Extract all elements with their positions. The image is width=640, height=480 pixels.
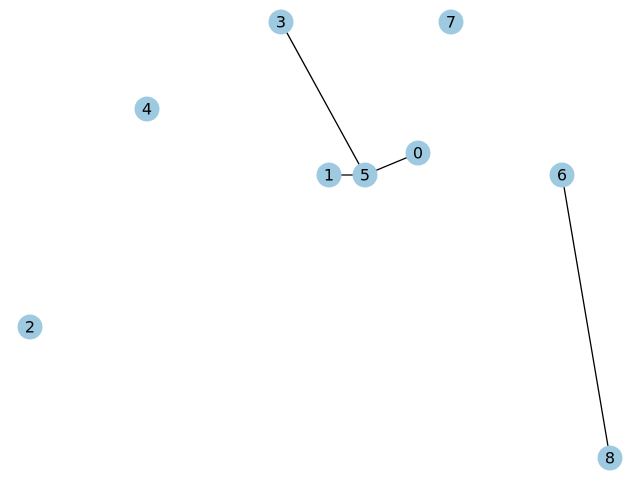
- node-circle: [17, 314, 43, 340]
- node-5: 5: [352, 162, 378, 188]
- node-0: 0: [405, 140, 431, 166]
- node-label: 0: [413, 144, 423, 163]
- node-label: 7: [446, 13, 456, 32]
- node-label: 2: [25, 318, 35, 337]
- node-4: 4: [134, 96, 160, 122]
- node-label: 1: [324, 166, 334, 185]
- node-3: 3: [268, 9, 294, 35]
- node-circle: [352, 162, 378, 188]
- nodes-layer: 0 1 2 3 4 5 6 7 8: [17, 9, 623, 471]
- node-circle: [405, 140, 431, 166]
- node-circle: [316, 162, 342, 188]
- node-label: 5: [360, 166, 370, 185]
- node-7: 7: [438, 9, 464, 35]
- node-circle: [597, 445, 623, 471]
- node-circle: [268, 9, 294, 35]
- node-1: 1: [316, 162, 342, 188]
- edges-layer: [280, 21, 611, 459]
- node-2: 2: [17, 314, 43, 340]
- node-8: 8: [597, 445, 623, 471]
- node-label: 4: [142, 100, 152, 119]
- node-label: 8: [605, 449, 615, 468]
- node-circle: [438, 9, 464, 35]
- edge-6-8: [561, 174, 611, 459]
- node-6: 6: [549, 162, 575, 188]
- node-circle: [549, 162, 575, 188]
- node-label: 6: [557, 166, 567, 185]
- node-label: 3: [276, 13, 286, 32]
- node-circle: [134, 96, 160, 122]
- edge-3-5: [280, 21, 366, 176]
